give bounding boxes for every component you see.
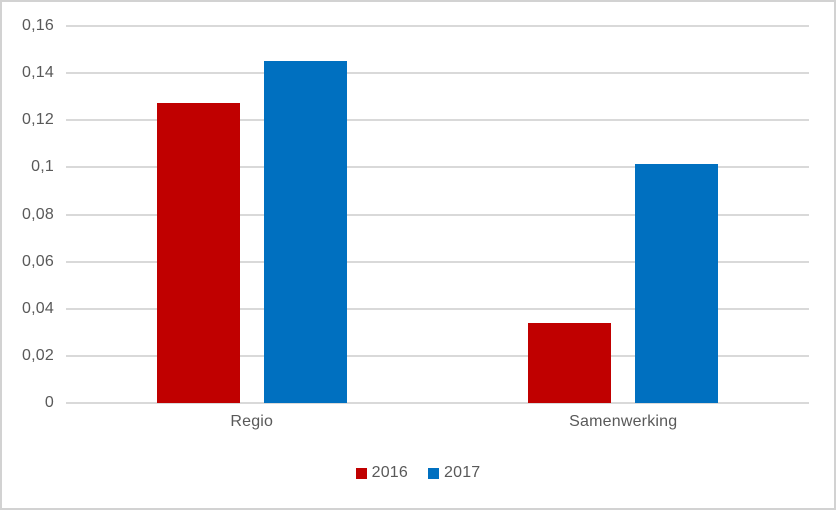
legend-item-2017: 2017 xyxy=(428,465,480,481)
gridline xyxy=(66,354,809,357)
y-tick-label: 0,1 xyxy=(31,158,54,176)
gridline xyxy=(66,402,809,404)
legend-swatch-icon xyxy=(355,467,367,479)
y-tick-label: 0,14 xyxy=(22,64,54,82)
legend-label: 2017 xyxy=(444,464,481,481)
y-tick-label: 0,06 xyxy=(22,252,54,270)
y-tick-label: 0,16 xyxy=(22,17,54,34)
gridline xyxy=(66,72,809,75)
gridline xyxy=(66,213,809,216)
gridline xyxy=(66,260,809,263)
bar-2017-samenwerking xyxy=(635,163,719,403)
y-tick-label: 0,08 xyxy=(22,205,54,223)
y-tick-label: 0 xyxy=(44,394,54,411)
plot-area xyxy=(66,25,809,404)
legend-item-2016: 2016 xyxy=(355,464,408,481)
y-tick-label: 0,02 xyxy=(22,346,54,364)
x-category-label: Samenwerking xyxy=(569,413,678,430)
gridline xyxy=(66,25,809,27)
bar-2017-regio xyxy=(263,61,347,403)
x-category-label: Regio xyxy=(230,413,274,430)
bar-2016-samenwerking xyxy=(528,322,612,403)
gridline xyxy=(66,307,809,310)
y-tick-label: 0,12 xyxy=(22,111,54,129)
y-tick-label: 0,04 xyxy=(22,299,54,317)
legend-swatch-icon xyxy=(428,467,439,479)
legend: 2016 2017 xyxy=(0,464,836,482)
legend-label: 2016 xyxy=(371,464,408,481)
bar-2016-regio xyxy=(156,102,240,403)
gridline xyxy=(66,119,809,122)
gridline xyxy=(66,166,809,169)
